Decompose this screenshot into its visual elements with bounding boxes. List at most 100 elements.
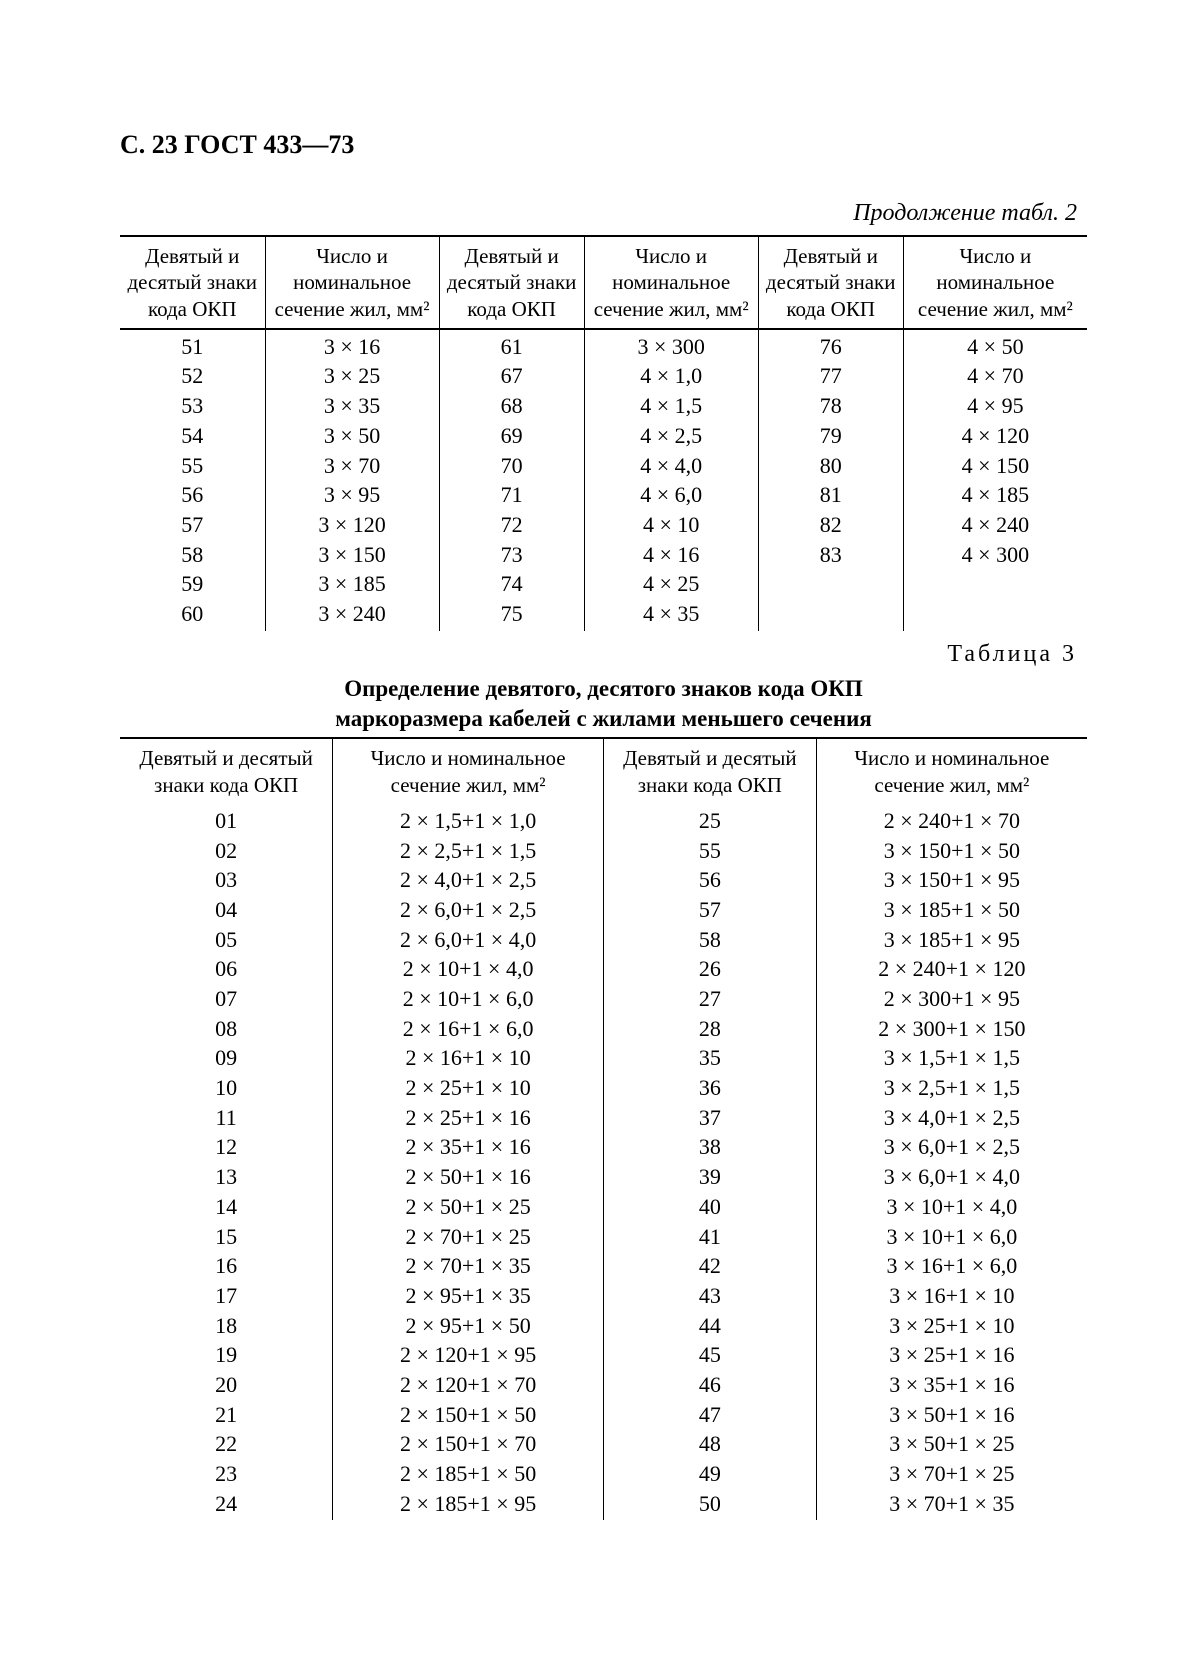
cell-value: 3 × 25+1 × 16: [823, 1340, 1081, 1370]
table-cell: 0102030405060708091011121314151617181920…: [120, 804, 333, 1521]
cell-value: 4 × 95: [910, 391, 1081, 421]
cell-value: 24: [126, 1489, 326, 1519]
cell-value: 3 × 300: [591, 332, 752, 362]
table-row: 515253545556575859603 × 163 × 253 × 353 …: [120, 329, 1087, 631]
cell-value: 19: [126, 1340, 326, 1370]
cell-value: 37: [610, 1103, 810, 1133]
t2-h2: Число и номинальное сечение жил, мм²: [265, 236, 439, 329]
cell-value: 47: [610, 1400, 810, 1430]
cell-value: 79: [765, 421, 897, 451]
table2-header-row: Девятый и десятый знаки кода ОКП Число и…: [120, 236, 1087, 329]
cell-value: 4 × 6,0: [591, 480, 752, 510]
cell-value: 39: [610, 1162, 810, 1192]
cell-value: 3 × 35: [272, 391, 433, 421]
cell-value: 25: [610, 806, 810, 836]
cell-value: 01: [126, 806, 326, 836]
cell-value: 08: [126, 1014, 326, 1044]
cell-value: 69: [446, 421, 578, 451]
cell-value: 4 × 35: [591, 599, 752, 629]
t3-h2: Число и номинальное сечение жил, мм²: [333, 738, 604, 804]
cell-value: 3 × 95: [272, 480, 433, 510]
cell-value: 45: [610, 1340, 810, 1370]
cell-value: 20: [126, 1370, 326, 1400]
cell-value: 3 × 25+1 × 10: [823, 1311, 1081, 1341]
cell-value: 51: [126, 332, 259, 362]
cell-value: 12: [126, 1132, 326, 1162]
cell-value: 17: [126, 1281, 326, 1311]
cell-value: 07: [126, 984, 326, 1014]
cell-value: 80: [765, 451, 897, 481]
cell-value: 53: [126, 391, 259, 421]
cell-value: 77: [765, 361, 897, 391]
table2-body: 515253545556575859603 × 163 × 253 × 353 …: [120, 329, 1087, 631]
t2-h3: Девятый и десятый знаки кода ОКП: [439, 236, 584, 329]
cell-value: 2 × 70+1 × 25: [339, 1222, 597, 1252]
cell-value: 3 × 185+1 × 50: [823, 895, 1081, 925]
cell-value: 2 × 150+1 × 70: [339, 1429, 597, 1459]
cell-value: 83: [765, 540, 897, 570]
t2-h6: Число и номинальное сечение жил, мм²: [903, 236, 1087, 329]
cell-value: [765, 569, 897, 599]
cell-value: 10: [126, 1073, 326, 1103]
t3-h4: Число и номинальное сечение жил, мм²: [816, 738, 1087, 804]
cell-value: 2 × 150+1 × 50: [339, 1400, 597, 1430]
cell-value: 2 × 300+1 × 95: [823, 984, 1081, 1014]
cell-value: 2 × 120+1 × 95: [339, 1340, 597, 1370]
cell-value: 74: [446, 569, 578, 599]
t3-h3: Девятый и десятый знаки кода ОКП: [603, 738, 816, 804]
cell-value: 4 × 16: [591, 540, 752, 570]
cell-value: 3 × 1,5+1 × 1,5: [823, 1043, 1081, 1073]
cell-value: 41: [610, 1222, 810, 1252]
page-header: С. 23 ГОСТ 433—73: [120, 130, 1087, 160]
cell-value: 4 × 2,5: [591, 421, 752, 451]
cell-value: 71: [446, 480, 578, 510]
cell-value: 2 × 120+1 × 70: [339, 1370, 597, 1400]
cell-value: 67: [446, 361, 578, 391]
cell-value: 46: [610, 1370, 810, 1400]
cell-value: 3 × 50+1 × 16: [823, 1400, 1081, 1430]
table3-body: 0102030405060708091011121314151617181920…: [120, 804, 1087, 1521]
cell-value: 18: [126, 1311, 326, 1341]
table2-caption: Продолжение табл. 2: [120, 200, 1087, 227]
cell-value: 2 × 16+1 × 6,0: [339, 1014, 597, 1044]
cell-value: [910, 569, 1081, 599]
cell-value: 2 × 10+1 × 6,0: [339, 984, 597, 1014]
cell-value: 2 × 2,5+1 × 1,5: [339, 836, 597, 866]
cell-value: 02: [126, 836, 326, 866]
cell-value: 2 × 6,0+1 × 2,5: [339, 895, 597, 925]
cell-value: 2 × 185+1 × 50: [339, 1459, 597, 1489]
cell-value: 68: [446, 391, 578, 421]
table-cell: 2 × 240+1 × 703 × 150+1 × 503 × 150+1 × …: [816, 804, 1087, 1521]
cell-value: [910, 599, 1081, 629]
cell-value: 2 × 95+1 × 35: [339, 1281, 597, 1311]
table-3: Девятый и десятый знаки кода ОКП Число и…: [120, 737, 1087, 1520]
cell-value: 58: [610, 925, 810, 955]
cell-value: 3 × 240: [272, 599, 433, 629]
cell-value: [765, 599, 897, 629]
cell-value: 75: [446, 599, 578, 629]
cell-value: 15: [126, 1222, 326, 1252]
cell-value: 44: [610, 1311, 810, 1341]
cell-value: 76: [765, 332, 897, 362]
table3-label: Таблица 3: [120, 641, 1087, 668]
cell-value: 2 × 25+1 × 16: [339, 1103, 597, 1133]
table-cell: 2555565758262728353637383940414243444546…: [603, 804, 816, 1521]
cell-value: 57: [126, 510, 259, 540]
cell-value: 3 × 2,5+1 × 1,5: [823, 1073, 1081, 1103]
cell-value: 3 × 120: [272, 510, 433, 540]
cell-value: 3 × 150+1 × 50: [823, 836, 1081, 866]
cell-value: 70: [446, 451, 578, 481]
cell-value: 81: [765, 480, 897, 510]
cell-value: 23: [126, 1459, 326, 1489]
cell-value: 4 × 50: [910, 332, 1081, 362]
cell-value: 2 × 1,5+1 × 1,0: [339, 806, 597, 836]
cell-value: 4 × 300: [910, 540, 1081, 570]
table3-header-row: Девятый и десятый знаки кода ОКП Число и…: [120, 738, 1087, 804]
cell-value: 35: [610, 1043, 810, 1073]
cell-value: 3 × 25: [272, 361, 433, 391]
cell-value: 3 × 16+1 × 6,0: [823, 1251, 1081, 1281]
cell-value: 50: [610, 1489, 810, 1519]
cell-value: 2 × 35+1 × 16: [339, 1132, 597, 1162]
cell-value: 3 × 35+1 × 16: [823, 1370, 1081, 1400]
cell-value: 3 × 70: [272, 451, 433, 481]
